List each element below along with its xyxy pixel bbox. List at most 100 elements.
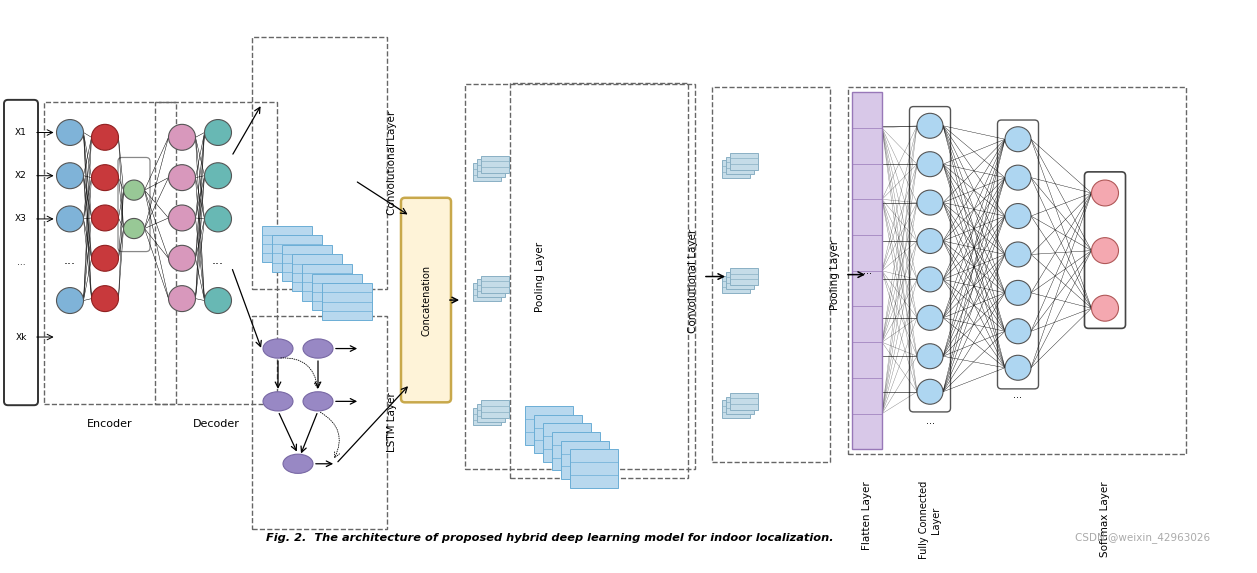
Circle shape xyxy=(205,120,231,146)
FancyBboxPatch shape xyxy=(401,198,451,402)
Circle shape xyxy=(1006,203,1031,229)
Bar xyxy=(711,87,830,462)
Circle shape xyxy=(168,124,196,150)
Ellipse shape xyxy=(283,454,313,473)
Circle shape xyxy=(205,288,231,313)
Bar xyxy=(481,276,509,293)
Bar xyxy=(251,316,387,529)
FancyBboxPatch shape xyxy=(998,120,1038,389)
Circle shape xyxy=(918,267,943,292)
Bar xyxy=(251,37,387,289)
Text: Convolutional Layer: Convolutional Layer xyxy=(688,228,698,332)
Bar xyxy=(727,156,754,174)
Bar xyxy=(322,283,372,320)
Circle shape xyxy=(168,286,196,312)
Bar xyxy=(730,152,758,170)
Text: ...: ... xyxy=(925,415,934,426)
Text: Convolutional Layer: Convolutional Layer xyxy=(387,111,397,215)
FancyBboxPatch shape xyxy=(118,158,150,252)
Bar xyxy=(473,283,502,301)
Text: ...: ... xyxy=(1013,390,1022,399)
Bar xyxy=(44,102,176,404)
Bar xyxy=(465,84,695,469)
Circle shape xyxy=(92,164,118,191)
Bar xyxy=(727,272,754,289)
Circle shape xyxy=(1006,319,1031,344)
Bar xyxy=(722,401,750,418)
Bar xyxy=(302,264,352,301)
Bar xyxy=(727,397,754,414)
Circle shape xyxy=(918,152,943,176)
Bar xyxy=(272,236,322,272)
Ellipse shape xyxy=(263,339,293,358)
Bar xyxy=(282,245,332,281)
Bar xyxy=(561,441,608,479)
Circle shape xyxy=(1006,242,1031,267)
Circle shape xyxy=(918,229,943,253)
Ellipse shape xyxy=(263,392,293,411)
Circle shape xyxy=(168,164,196,191)
Circle shape xyxy=(918,190,943,215)
Bar xyxy=(543,423,591,462)
Ellipse shape xyxy=(303,392,333,411)
Text: ...: ... xyxy=(212,254,224,266)
FancyBboxPatch shape xyxy=(1085,172,1125,328)
Circle shape xyxy=(1006,355,1031,380)
Circle shape xyxy=(92,205,118,231)
Text: Flatten Layer: Flatten Layer xyxy=(862,481,872,550)
Circle shape xyxy=(1091,238,1119,264)
Circle shape xyxy=(1006,280,1031,305)
Bar xyxy=(722,276,750,293)
Circle shape xyxy=(1091,180,1119,206)
Circle shape xyxy=(123,180,145,200)
Circle shape xyxy=(1006,127,1031,152)
Circle shape xyxy=(918,113,943,138)
Text: ...: ... xyxy=(64,254,75,266)
Text: X2: X2 xyxy=(15,171,26,180)
Circle shape xyxy=(57,163,83,189)
Circle shape xyxy=(57,288,83,313)
Text: Softmax Layer: Softmax Layer xyxy=(1100,481,1110,557)
Bar xyxy=(481,155,509,173)
Circle shape xyxy=(918,344,943,368)
Bar xyxy=(155,102,277,404)
Circle shape xyxy=(1006,165,1031,190)
Text: LSTM Layer: LSTM Layer xyxy=(387,393,397,452)
Bar xyxy=(510,83,688,478)
Text: X3: X3 xyxy=(15,214,26,223)
Bar xyxy=(476,404,505,422)
Text: Decoder: Decoder xyxy=(192,419,239,429)
Circle shape xyxy=(92,245,118,271)
Ellipse shape xyxy=(303,339,333,358)
FancyBboxPatch shape xyxy=(4,100,38,405)
Bar xyxy=(473,163,502,180)
Bar xyxy=(848,87,1187,454)
Bar xyxy=(481,401,509,418)
Circle shape xyxy=(205,163,231,189)
Circle shape xyxy=(168,205,196,231)
Bar xyxy=(730,268,758,285)
Bar xyxy=(292,254,342,291)
Bar xyxy=(730,393,758,410)
Text: Concatenation: Concatenation xyxy=(421,265,431,336)
Circle shape xyxy=(205,206,231,232)
Circle shape xyxy=(92,286,118,312)
Bar xyxy=(722,160,750,178)
Text: Xk: Xk xyxy=(15,332,26,342)
Circle shape xyxy=(123,218,145,238)
Bar xyxy=(473,408,502,425)
Circle shape xyxy=(57,206,83,232)
Text: X1: X1 xyxy=(15,128,26,137)
Text: CSDN @weixin_42963026: CSDN @weixin_42963026 xyxy=(1075,532,1210,543)
Text: Pooling Layer: Pooling Layer xyxy=(830,240,840,309)
Bar xyxy=(852,92,882,449)
Circle shape xyxy=(1091,295,1119,321)
Circle shape xyxy=(92,124,118,150)
Text: Encoder: Encoder xyxy=(87,419,133,429)
Bar xyxy=(552,432,600,470)
Bar xyxy=(534,415,582,453)
Bar xyxy=(476,280,505,297)
Circle shape xyxy=(918,379,943,404)
Text: Pooling Layer: Pooling Layer xyxy=(535,241,546,312)
Circle shape xyxy=(168,245,196,271)
